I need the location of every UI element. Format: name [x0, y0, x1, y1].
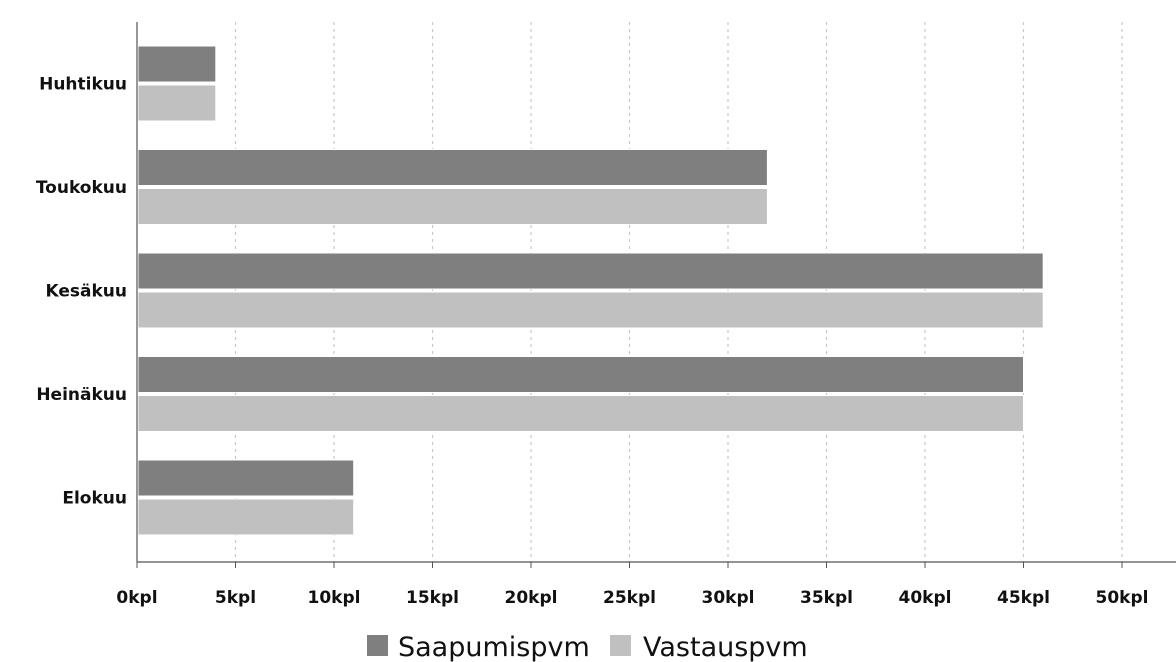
- bar-vastauspvm: [137, 188, 768, 225]
- x-tick-label: 10kpl: [308, 588, 361, 608]
- bar-saapumispvm: [137, 459, 355, 497]
- legend-label: Vastauspvm: [643, 632, 808, 662]
- legend-swatch: [367, 635, 388, 656]
- y-tick-label: Heinäkuu: [36, 385, 127, 405]
- x-tick-label: 35kpl: [800, 588, 853, 608]
- legend-label: Saapumispvm: [398, 632, 590, 662]
- bar-vastauspvm: [137, 291, 1044, 329]
- y-tick-label: Huhtikuu: [39, 75, 127, 95]
- bar-vastauspvm: [137, 84, 217, 122]
- y-tick-label: Elokuu: [62, 489, 127, 509]
- x-tick-label: 0kpl: [116, 588, 157, 608]
- x-tick-label: 30kpl: [702, 588, 755, 608]
- bar-vastauspvm: [137, 498, 355, 536]
- x-tick-label: 15kpl: [406, 588, 459, 608]
- bar-saapumispvm: [137, 149, 768, 186]
- bars: [137, 45, 1044, 536]
- y-tick-label: Toukokuu: [36, 178, 127, 198]
- x-tick-label: 20kpl: [505, 588, 558, 608]
- legend: Saapumispvm Vastauspvm: [367, 632, 808, 662]
- x-tick-label: 50kpl: [1096, 588, 1149, 608]
- legend-swatch: [610, 635, 631, 656]
- y-tick-label: Kesäkuu: [45, 282, 127, 302]
- tick-labels: 0kpl 5kpl 10kpl 15kpl 20kpl 25kpl 30kpl 35kpl 40…: [36, 75, 1149, 609]
- bar-saapumispvm: [137, 252, 1044, 290]
- bar-saapumispvm: [137, 356, 1024, 393]
- bar-vastauspvm: [137, 395, 1024, 432]
- x-tick-label: 25kpl: [603, 588, 656, 608]
- x-tick-label: 5kpl: [215, 588, 256, 608]
- x-tick-label: 45kpl: [997, 588, 1050, 608]
- x-tick-label: 40kpl: [899, 588, 952, 608]
- axes: [136, 22, 1176, 568]
- bar-saapumispvm: [137, 45, 217, 83]
